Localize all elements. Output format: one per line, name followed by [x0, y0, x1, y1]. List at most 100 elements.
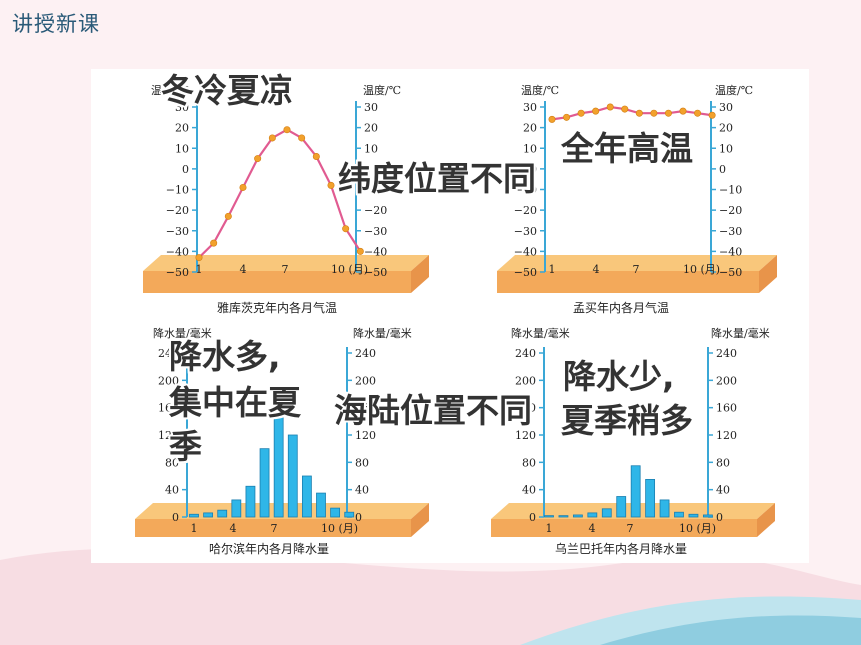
- data-point: [650, 109, 658, 117]
- y-tick-label-right: 30: [719, 101, 733, 114]
- y-axis-label-left: 降水量/毫米: [153, 326, 212, 340]
- y-tick-label-right: −10: [364, 184, 387, 197]
- y-tick-label-right: −30: [719, 225, 742, 238]
- base-front: [497, 271, 759, 293]
- y-tick-label-right: 240: [355, 347, 376, 360]
- bar: [587, 512, 598, 518]
- y-axis-label-left: 降水量/毫米: [511, 326, 570, 340]
- bar: [659, 499, 670, 518]
- x-tick-label: 10 (月): [679, 522, 716, 535]
- data-point: [577, 109, 585, 117]
- data-point: [664, 109, 672, 117]
- base-side: [757, 503, 775, 537]
- x-tick-label: 4: [593, 263, 600, 276]
- data-point: [327, 181, 335, 189]
- x-tick-label: 7: [633, 263, 640, 276]
- y-tick-label-left: −30: [166, 225, 189, 238]
- y-axis-label-right: 温度/℃: [363, 83, 401, 97]
- y-tick-label-right: 120: [355, 429, 376, 442]
- y-tick-label-left: −10: [514, 184, 537, 197]
- y-tick-label-left: 30: [175, 101, 189, 114]
- y-tick-label-left: 80: [522, 456, 536, 469]
- bar: [330, 507, 341, 518]
- data-point: [606, 103, 614, 111]
- y-tick-label-left: 80: [165, 456, 179, 469]
- x-tick-label: 4: [230, 522, 237, 535]
- bar: [316, 492, 326, 518]
- y-tick-label-right: 10: [364, 142, 378, 155]
- y-tick-label-right: 80: [716, 456, 730, 469]
- bar: [189, 513, 199, 518]
- y-axis-label-right: 降水量/毫米: [353, 326, 412, 340]
- y-tick-label-right: 0: [716, 511, 723, 524]
- base-top: [497, 255, 777, 271]
- bar: [217, 509, 228, 518]
- bar: [301, 475, 312, 518]
- y-tick-label-left: 0: [172, 511, 179, 524]
- bar: [702, 514, 713, 518]
- y-tick-label-right: 10: [719, 142, 733, 155]
- x-tick-label: 7: [271, 522, 278, 535]
- y-tick-label-left: −20: [514, 204, 537, 217]
- x-tick-label: 10 (月): [683, 263, 720, 276]
- data-point: [283, 126, 291, 134]
- bar: [273, 407, 284, 518]
- data-point: [239, 183, 247, 191]
- bar: [674, 511, 684, 518]
- chart-1: 30 30 20 20 10 10 0 0 −10 −10 −20 −20 −30 −30 −40 −40 −5…: [143, 83, 429, 315]
- bar: [558, 515, 569, 518]
- y-tick-label-right: 80: [355, 456, 369, 469]
- series-line: [551, 105, 713, 121]
- y-tick-label-left: 20: [175, 122, 189, 135]
- bar: [344, 511, 355, 518]
- y-tick-label-left: 240: [158, 347, 179, 360]
- data-point: [312, 153, 320, 161]
- data-point: [635, 109, 643, 117]
- slide-header: 讲授新课: [12, 12, 100, 36]
- data-point: [563, 113, 571, 121]
- overlay-hot-all-year: 全年高温: [561, 129, 693, 168]
- data-point: [708, 111, 716, 119]
- y-tick-label-right: 120: [716, 429, 737, 442]
- x-tick-label: 1: [546, 522, 553, 535]
- y-tick-label-left: 10: [523, 142, 537, 155]
- base-front: [135, 519, 411, 537]
- y-tick-label-left: 0: [182, 163, 189, 176]
- y-tick-label-left: 160: [158, 402, 179, 415]
- y-tick-label-right: −20: [719, 204, 742, 217]
- x-tick-label: 4: [589, 522, 596, 535]
- data-point: [694, 109, 702, 117]
- overlay-land-sea-difference: 海陆位置不同: [334, 391, 532, 430]
- y-tick-label-left: −40: [166, 245, 189, 258]
- bar: [688, 513, 699, 518]
- y-tick-label-left: 200: [158, 374, 179, 387]
- y-tick-label-left: 120: [158, 429, 179, 442]
- y-tick-label-left: 0: [529, 511, 536, 524]
- chart-2: 30 30 20 20 10 10 0 0 −10 −10 −20 −20 −30 −30 −40 −40 −5…: [497, 83, 777, 315]
- y-tick-label-left: 40: [165, 484, 179, 497]
- base-side: [411, 503, 429, 537]
- bar: [245, 485, 256, 518]
- y-tick-label-right: 40: [355, 484, 369, 497]
- overlay-cold-winter-cool-summer: 冬冷夏凉: [161, 71, 293, 110]
- overlay-less-rain-line1: 降水少,: [563, 357, 675, 396]
- chart-title: 乌兰巴托年内各月降水量: [555, 541, 687, 556]
- y-tick-label-right: 0: [364, 163, 371, 176]
- y-tick-label-left: 160: [515, 402, 536, 415]
- base-front: [143, 271, 411, 293]
- data-point: [254, 155, 262, 163]
- y-tick-label-left: −50: [514, 266, 537, 279]
- chart-4: 240 240 200 200 160 160 120 120 80 80 40 40 0 0 降水量/毫米…: [491, 326, 775, 556]
- y-tick-label-right: 0: [719, 163, 726, 176]
- bar: [572, 514, 583, 518]
- base-top: [143, 255, 429, 271]
- bar: [231, 499, 242, 518]
- x-tick-label: 10 (月): [321, 522, 358, 535]
- bar: [645, 479, 656, 518]
- y-axis-label-left: 温度/℃: [521, 83, 559, 97]
- data-point: [548, 115, 556, 123]
- data-point: [342, 225, 350, 233]
- data-point: [679, 107, 687, 115]
